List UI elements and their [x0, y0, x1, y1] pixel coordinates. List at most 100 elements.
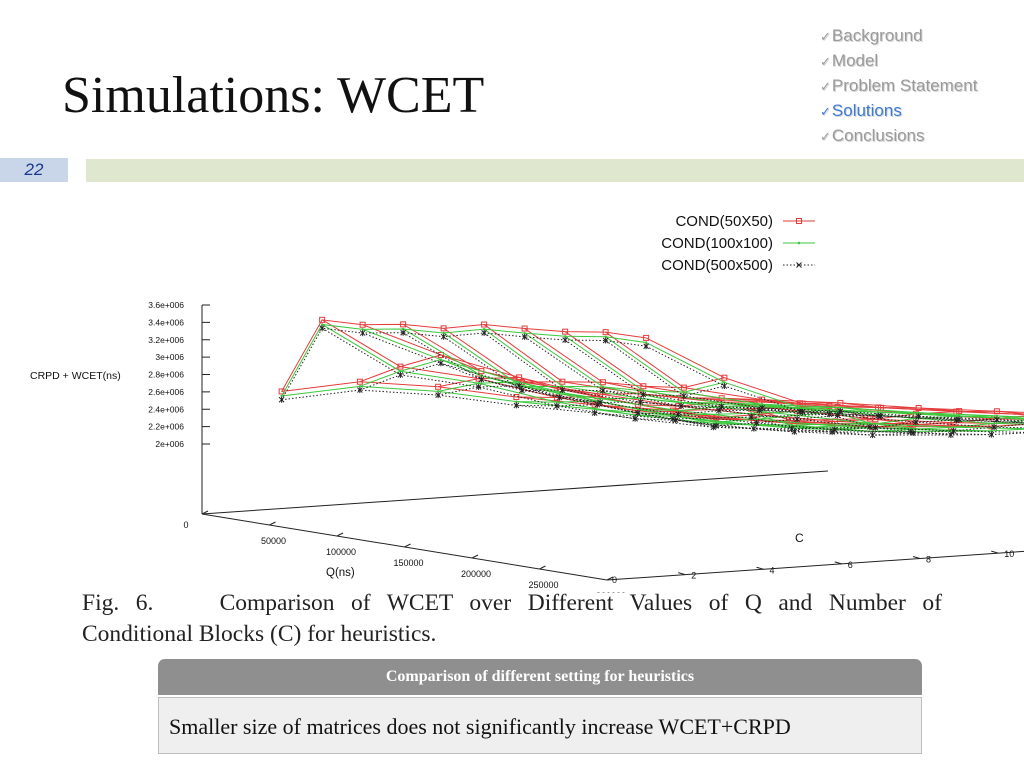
agenda-item-background[interactable]: ✓Background	[820, 24, 977, 49]
page-number-badge: 22	[0, 158, 68, 182]
y-tick-label: 6	[848, 560, 853, 570]
agenda-item-solutions[interactable]: ✓Solutions	[820, 99, 977, 124]
data-point	[714, 420, 718, 424]
header-band	[86, 159, 1024, 182]
surface-chart: 2e+006 2.2e+006 2.4e+006 2.6e+006 2.8e+006 3e…	[0, 188, 1024, 593]
check-icon: ✓	[820, 79, 831, 94]
data-point	[563, 335, 567, 338]
data-point	[952, 426, 955, 429]
data-point	[915, 413, 922, 420]
data-point	[519, 387, 525, 394]
data-point	[907, 428, 914, 435]
data-point	[594, 401, 601, 408]
z-axis-label: CRPD + WCET(ns)	[30, 370, 121, 382]
data-point	[721, 374, 728, 381]
data-point	[868, 422, 872, 425]
data-point	[436, 390, 440, 393]
x-tick-label: 100000	[326, 547, 356, 557]
data-point	[826, 402, 833, 409]
legend-marker	[796, 218, 802, 224]
x-axis-label: Q(ns)	[326, 567, 355, 579]
agenda-item-label: Solutions	[831, 101, 902, 120]
data-point	[359, 330, 366, 337]
data-point	[994, 416, 1000, 423]
data-point	[909, 426, 912, 430]
data-point	[437, 351, 444, 358]
legend-label: COND(50X50)	[675, 213, 773, 230]
y-tick-label: 4	[770, 565, 775, 575]
data-point	[598, 397, 602, 400]
legend-marker	[797, 241, 801, 245]
legend-label: COND(100x100)	[661, 235, 773, 252]
z-tick-label: 3.6e+006	[148, 300, 184, 310]
agenda-item-model[interactable]: ✓Model	[820, 49, 977, 74]
y-tick-mark	[912, 556, 921, 559]
data-point	[435, 383, 442, 390]
data-point	[517, 380, 521, 384]
surface-line	[281, 327, 647, 401]
data-point	[755, 417, 758, 421]
x-tick-label: 250000	[528, 580, 558, 590]
data-point	[602, 329, 609, 336]
z-tick-label: 2.6e+006	[148, 387, 184, 397]
legend-label: COND(500x500)	[661, 257, 773, 274]
data-point	[359, 321, 366, 328]
data-point	[481, 321, 488, 328]
data-point	[644, 341, 648, 344]
data-point	[760, 403, 764, 406]
summary-box-header: Comparison of different setting for heur…	[158, 659, 922, 695]
data-point	[718, 403, 725, 410]
data-point	[513, 394, 520, 401]
data-point	[478, 368, 485, 375]
x-tick-mark	[606, 576, 614, 581]
surface-line	[483, 332, 1024, 433]
data-point	[280, 394, 283, 398]
agenda-item-problem-statement[interactable]: ✓Problem Statement	[820, 74, 977, 99]
z-tick-label: 2e+006	[155, 439, 184, 449]
data-point	[788, 425, 795, 432]
surface-line	[594, 412, 960, 427]
data-point	[913, 419, 919, 426]
data-point	[556, 394, 563, 401]
surface-line	[359, 362, 725, 397]
x-tick-mark	[539, 565, 546, 570]
surface-line	[359, 359, 725, 393]
data-point	[401, 327, 405, 331]
back-axis-line	[201, 470, 829, 515]
data-point	[554, 402, 560, 409]
surface-line	[524, 328, 1024, 420]
data-point	[399, 370, 402, 373]
x-tick-mark	[471, 554, 479, 559]
data-point	[602, 337, 609, 344]
data-point	[681, 392, 687, 399]
data-point	[867, 423, 873, 430]
data-point	[513, 402, 520, 409]
z-tick-label: 3e+006	[155, 352, 184, 362]
data-point	[357, 387, 363, 394]
data-point	[640, 383, 647, 390]
data-point	[751, 425, 757, 432]
data-point	[995, 414, 999, 418]
data-point	[872, 424, 879, 431]
data-point	[993, 408, 1000, 415]
data-point	[642, 389, 645, 393]
data-point	[876, 410, 880, 414]
agenda-item-conclusions[interactable]: ✓Conclusions	[820, 124, 977, 149]
data-point	[670, 415, 676, 422]
data-point	[397, 371, 404, 378]
data-point	[797, 408, 803, 415]
data-point	[992, 422, 996, 425]
x-tick-mark	[404, 543, 411, 548]
legend-marker	[796, 262, 802, 268]
data-point	[874, 422, 877, 426]
data-point	[788, 417, 795, 424]
y-tick-label: 10	[1004, 549, 1014, 559]
check-icon: ✓	[820, 104, 831, 119]
surface-line	[605, 331, 1024, 413]
data-point	[555, 400, 559, 404]
data-point	[907, 420, 914, 427]
check-icon: ✓	[820, 29, 831, 44]
data-point	[558, 392, 561, 396]
data-point	[516, 374, 523, 381]
x-tick-label: 0	[183, 520, 188, 530]
